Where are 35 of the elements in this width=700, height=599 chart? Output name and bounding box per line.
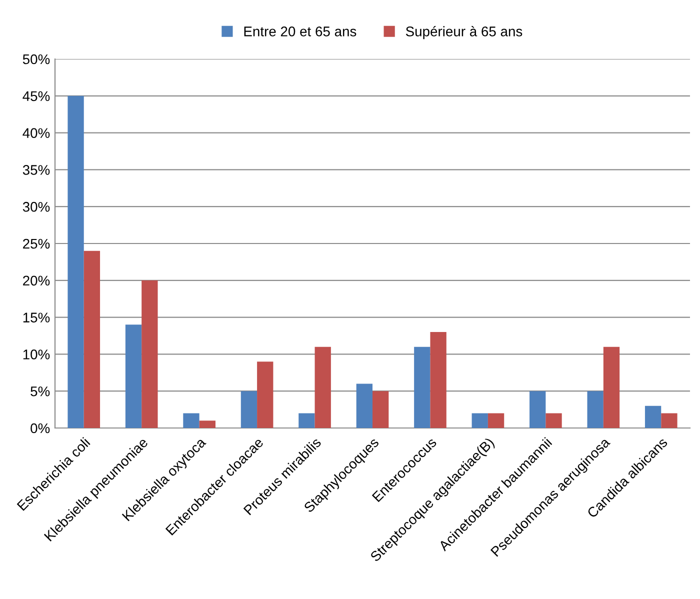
bar [488,413,504,428]
bar [68,96,84,428]
bar [603,346,620,428]
bar [125,324,142,428]
bar [356,384,372,428]
bar [546,413,562,428]
y-tick-label: 5% [30,386,50,396]
legend-label: Entre 20 et 65 ans [244,26,356,36]
y-tick-label: 45% [22,91,50,102]
bar [257,362,274,428]
y-tick-label: 15% [23,312,50,322]
bar [414,346,430,428]
bar [430,332,446,428]
bar [142,280,158,428]
bar [298,413,315,428]
legend-label: Supérieur à 65 ans [406,26,522,40]
bar [530,391,546,428]
y-tick-label: 35% [22,165,50,175]
y-tick-label: 50% [22,54,50,64]
y-tick-label: 30% [22,202,50,212]
bar [84,250,100,428]
bar [314,346,331,428]
bar [644,406,662,428]
y-tick-label: 10% [23,350,50,360]
bar [661,413,678,428]
bar [199,420,216,428]
bar [472,413,488,428]
y-tick-label: 20% [23,276,50,286]
y-tick-label: 40% [22,128,50,138]
y-tick-label: 25% [23,238,50,249]
bar [183,413,200,428]
y-tick-label: 0% [30,423,50,434]
bar [372,391,389,428]
bar [240,391,258,428]
bar [587,391,604,428]
